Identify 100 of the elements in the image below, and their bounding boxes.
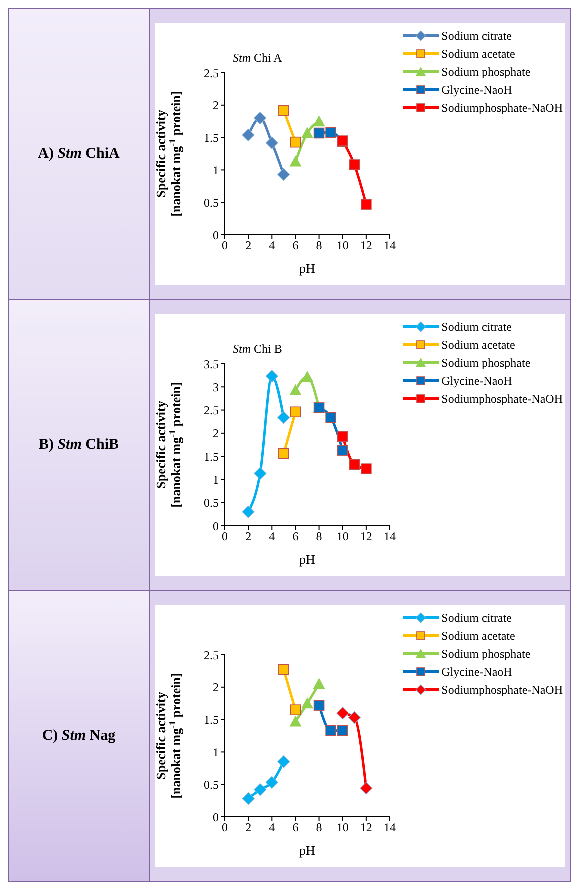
text: A) Stm ChiA <box>38 146 120 162</box>
point <box>278 168 290 182</box>
text: C) Stm Nag <box>42 728 116 744</box>
point <box>290 136 302 148</box>
point <box>337 431 348 442</box>
point <box>278 664 290 676</box>
chart-title: Stm Chi B <box>233 342 282 356</box>
legend-label: Sodium phosphate <box>442 356 531 370</box>
point <box>361 464 372 474</box>
point <box>337 725 348 736</box>
y-tick-label: 2 <box>213 98 219 113</box>
x-tick-label: 8 <box>316 530 322 544</box>
legend-label: Glycine-NaoH <box>442 664 512 680</box>
point <box>278 105 290 116</box>
x-tick-label: 0 <box>222 238 228 253</box>
point <box>266 370 278 383</box>
point <box>349 160 360 170</box>
point <box>254 783 267 796</box>
x-tick-label: 0 <box>222 820 228 835</box>
y-tick-label: 0.5 <box>204 196 219 210</box>
x-tick-label: 10 <box>336 530 349 544</box>
y-tick-label: 2 <box>213 680 219 695</box>
point <box>349 460 360 470</box>
x-tick-label: 10 <box>336 820 349 835</box>
point <box>278 756 290 768</box>
y-tick-label: 1 <box>213 163 219 178</box>
x-tick-label: 2 <box>246 530 252 544</box>
point <box>242 506 255 518</box>
x-tick-label: 4 <box>269 238 276 253</box>
y-tick-label: 2.5 <box>204 404 219 418</box>
x-axis-title: pH <box>300 843 316 858</box>
x-tick-label: 6 <box>292 530 299 544</box>
point <box>361 199 372 210</box>
y-tick-label: 0 <box>213 519 219 534</box>
point <box>242 128 255 142</box>
y-tick-label: 0 <box>213 228 219 242</box>
y-tick-label: 1.5 <box>204 713 219 728</box>
x-tick-label: 2 <box>246 820 252 835</box>
point <box>278 448 290 460</box>
point <box>254 112 267 125</box>
x-tick-label: 4 <box>269 820 276 835</box>
legend-label: Sodium citrate <box>442 320 512 334</box>
x-tick-label: 6 <box>292 238 299 253</box>
point <box>290 716 302 727</box>
point <box>326 725 336 736</box>
x-tick-label: 12 <box>360 238 372 253</box>
y-tick-label: 2.5 <box>204 648 219 662</box>
point <box>302 127 314 138</box>
text: B) Stm ChiB <box>38 436 120 452</box>
x-tick-label: 14 <box>384 530 396 544</box>
x-tick-label: 8 <box>316 238 322 253</box>
legend-label: Glycine-NaoH <box>442 82 512 98</box>
y-tick-label: 1 <box>213 745 219 760</box>
legend-label: Sodium citrate <box>442 610 512 626</box>
legend-label: Sodium acetate <box>442 338 516 352</box>
point <box>254 467 267 480</box>
legend-label: Sodium acetate <box>442 46 516 62</box>
point <box>278 411 290 424</box>
y-tick-label: 3.5 <box>204 357 219 372</box>
y-tick-label: 0.5 <box>204 496 219 510</box>
chart-title: Stm Chi A <box>233 51 282 65</box>
y-tick-label: 2.5 <box>204 66 219 80</box>
point <box>313 678 326 690</box>
x-tick-label: 0 <box>222 530 228 544</box>
y-tick-label: 1.5 <box>204 131 219 146</box>
x-tick-label: 8 <box>316 820 322 835</box>
x-tick-label: 10 <box>336 238 349 253</box>
point <box>290 156 302 167</box>
point <box>242 792 255 806</box>
point <box>313 116 326 127</box>
x-axis-title: pH <box>300 261 316 276</box>
point <box>326 412 336 424</box>
x-tick-label: 12 <box>360 820 372 835</box>
y-tick-label: 1.5 <box>204 450 219 464</box>
point <box>326 127 336 138</box>
legend-label: Sodiumphosphate-NaOH <box>442 682 563 698</box>
point <box>314 128 325 139</box>
x-axis-title: pH <box>300 552 316 567</box>
legend-label: Sodium acetate <box>442 628 516 644</box>
legend-label: Sodium phosphate <box>442 646 531 662</box>
x-tick-label: 4 <box>269 530 276 544</box>
legend-label: Sodiumphosphate-NaOH <box>442 100 563 116</box>
point <box>337 445 348 456</box>
y-tick-label: 0 <box>213 810 219 824</box>
point <box>360 782 373 795</box>
x-tick-label: 14 <box>384 820 396 835</box>
y-tick-label: 2 <box>213 426 219 441</box>
legend-label: Sodium citrate <box>442 28 512 44</box>
y-tick-label: 0.5 <box>204 778 219 792</box>
point <box>290 406 302 418</box>
legend-label: Sodiumphosphate-NaOH <box>442 392 563 406</box>
x-tick-label: 6 <box>292 820 299 835</box>
legend-label: Sodium phosphate <box>442 64 531 80</box>
x-tick-label: 12 <box>360 530 372 544</box>
point <box>348 712 361 724</box>
legend-label: Glycine-NaoH <box>442 374 512 388</box>
point <box>336 707 350 720</box>
x-tick-label: 2 <box>246 238 252 253</box>
y-tick-label: 1 <box>213 472 219 487</box>
x-tick-label: 14 <box>384 238 396 253</box>
